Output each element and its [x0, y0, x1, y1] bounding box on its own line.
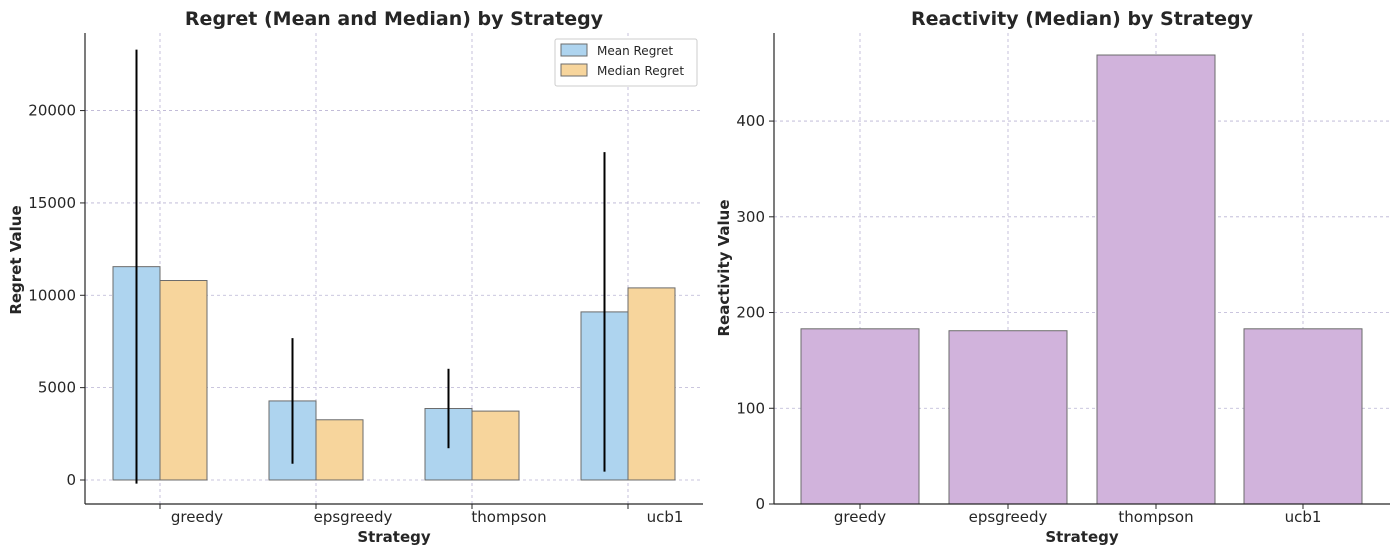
- reactivity-x-tick-label-thompson: thompson: [1118, 508, 1193, 526]
- regret-y-tick-label-4: 20000: [28, 102, 76, 120]
- reactivity-chart-y-axis-label: Reactivity Value: [715, 199, 733, 336]
- reactivity-bar-epsgreedy: [948, 330, 1068, 505]
- regret-median-bar-thompson: [471, 410, 520, 481]
- regret-legend-swatch-median-regret: [560, 63, 588, 77]
- reactivity-y-tick-label-1: 100: [736, 399, 765, 417]
- regret-chart-x-axis-label: Strategy: [357, 528, 431, 546]
- reactivity-y-tick-label-0: 0: [755, 495, 765, 513]
- regret-chart-y-axis-label: Regret Value: [7, 205, 25, 314]
- reactivity-bar-ucb1: [1243, 328, 1363, 505]
- reactivity-bar-greedy: [800, 328, 920, 505]
- reactivity-chart-x-axis-label: Strategy: [1045, 528, 1119, 546]
- regret-chart-title: Regret (Mean and Median) by Strategy: [185, 8, 604, 30]
- reactivity-chart-title: Reactivity (Median) by Strategy: [911, 8, 1254, 30]
- regret-chart: Regret (Mean and Median) by Strategy Str…: [7, 8, 703, 546]
- regret-legend: Mean Regret Median Regret: [554, 38, 698, 87]
- reactivity-y-tick-label-2: 200: [736, 304, 765, 322]
- regret-y-tick-label-3: 15000: [28, 194, 76, 212]
- regret-median-bar-greedy: [159, 280, 208, 481]
- regret-legend-label-median-regret: Median Regret: [597, 64, 684, 78]
- regret-median-bar-ucb1: [627, 287, 676, 481]
- reactivity-chart: Reactivity (Median) by Strategy Strategy…: [715, 8, 1390, 546]
- regret-legend-label-mean-regret: Mean Regret: [597, 44, 673, 58]
- regret-legend-swatch-mean-regret: [560, 43, 588, 57]
- reactivity-x-tick-label-epsgreedy: epsgreedy: [969, 508, 1048, 526]
- regret-y-tick-label-0: 0: [66, 471, 76, 489]
- regret-legend-frame: [554, 38, 698, 87]
- regret-x-tick-label-greedy: greedy: [171, 508, 223, 526]
- reactivity-bar-thompson: [1096, 54, 1216, 505]
- regret-y-tick-label-2: 10000: [28, 286, 76, 304]
- reactivity-y-tick-label-3: 300: [736, 208, 765, 226]
- reactivity-x-tick-label-greedy: greedy: [834, 508, 886, 526]
- regret-x-tick-label-epsgreedy: epsgreedy: [314, 508, 393, 526]
- regret-median-bar-epsgreedy: [315, 419, 364, 481]
- regret-x-tick-label-ucb1: ucb1: [647, 508, 684, 526]
- reactivity-x-tick-label-ucb1: ucb1: [1285, 508, 1322, 526]
- reactivity-y-tick-label-4: 400: [736, 112, 765, 130]
- regret-y-tick-label-1: 5000: [38, 379, 76, 397]
- regret-x-tick-label-thompson: thompson: [471, 508, 546, 526]
